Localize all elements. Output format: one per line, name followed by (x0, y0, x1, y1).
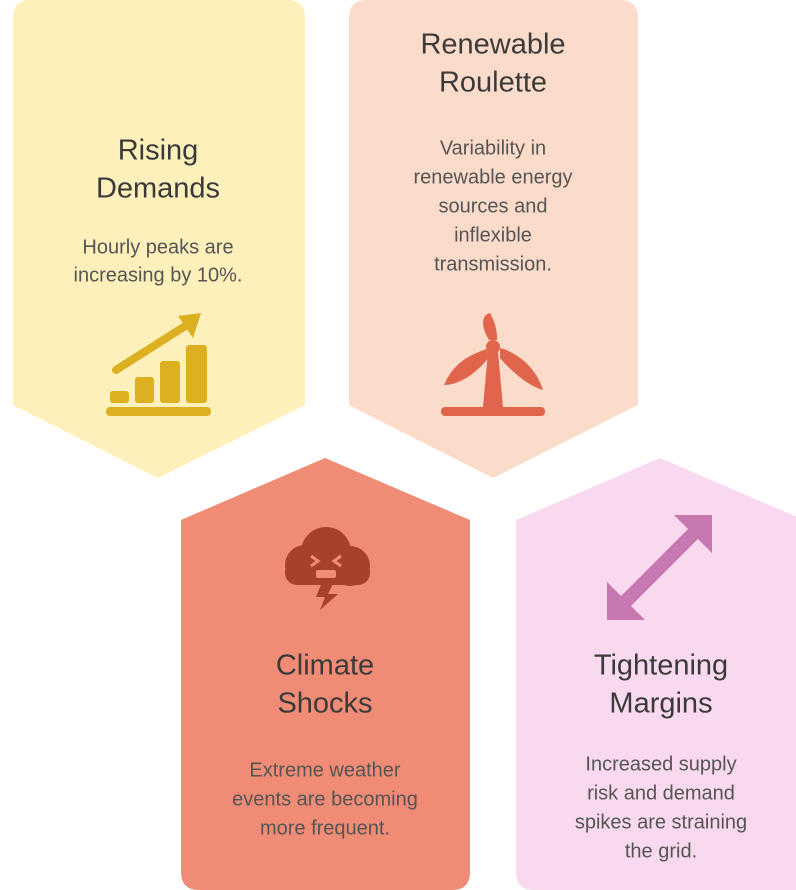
card-background (516, 458, 796, 890)
card-description: Variability in (440, 137, 546, 159)
card-background (349, 0, 638, 478)
card-title: Rising (118, 135, 199, 167)
card-title: Tightening (594, 650, 728, 682)
growth-chart-icon (106, 313, 211, 416)
card-title: Renewable (420, 29, 565, 61)
card-description: increasing by 10%. (74, 264, 243, 286)
card-description: renewable energy (414, 166, 573, 188)
card-title: Shocks (277, 688, 372, 720)
card-description: Extreme weather (249, 759, 401, 781)
card-description: transmission. (434, 253, 552, 275)
card-description: sources and (439, 195, 548, 217)
card-description: the grid. (625, 840, 697, 862)
card-description: inflexible (454, 224, 532, 246)
card-background (181, 458, 470, 890)
card-description: events are becoming (232, 788, 418, 810)
card-description: spikes are straining (575, 811, 747, 833)
wind-turbine-icon (441, 313, 545, 416)
card-description: risk and demand (587, 782, 735, 804)
card-description: more frequent. (260, 817, 390, 839)
expand-arrows-icon (607, 515, 712, 620)
card-title: Margins (609, 688, 712, 720)
storm-cloud-icon (285, 527, 370, 610)
card-title: Climate (276, 650, 374, 682)
card-description: Increased supply (585, 753, 736, 775)
card-description: Hourly peaks are (82, 236, 233, 258)
card-title: Roulette (439, 67, 547, 99)
card-title: Demands (96, 173, 220, 205)
card-background (13, 0, 305, 478)
